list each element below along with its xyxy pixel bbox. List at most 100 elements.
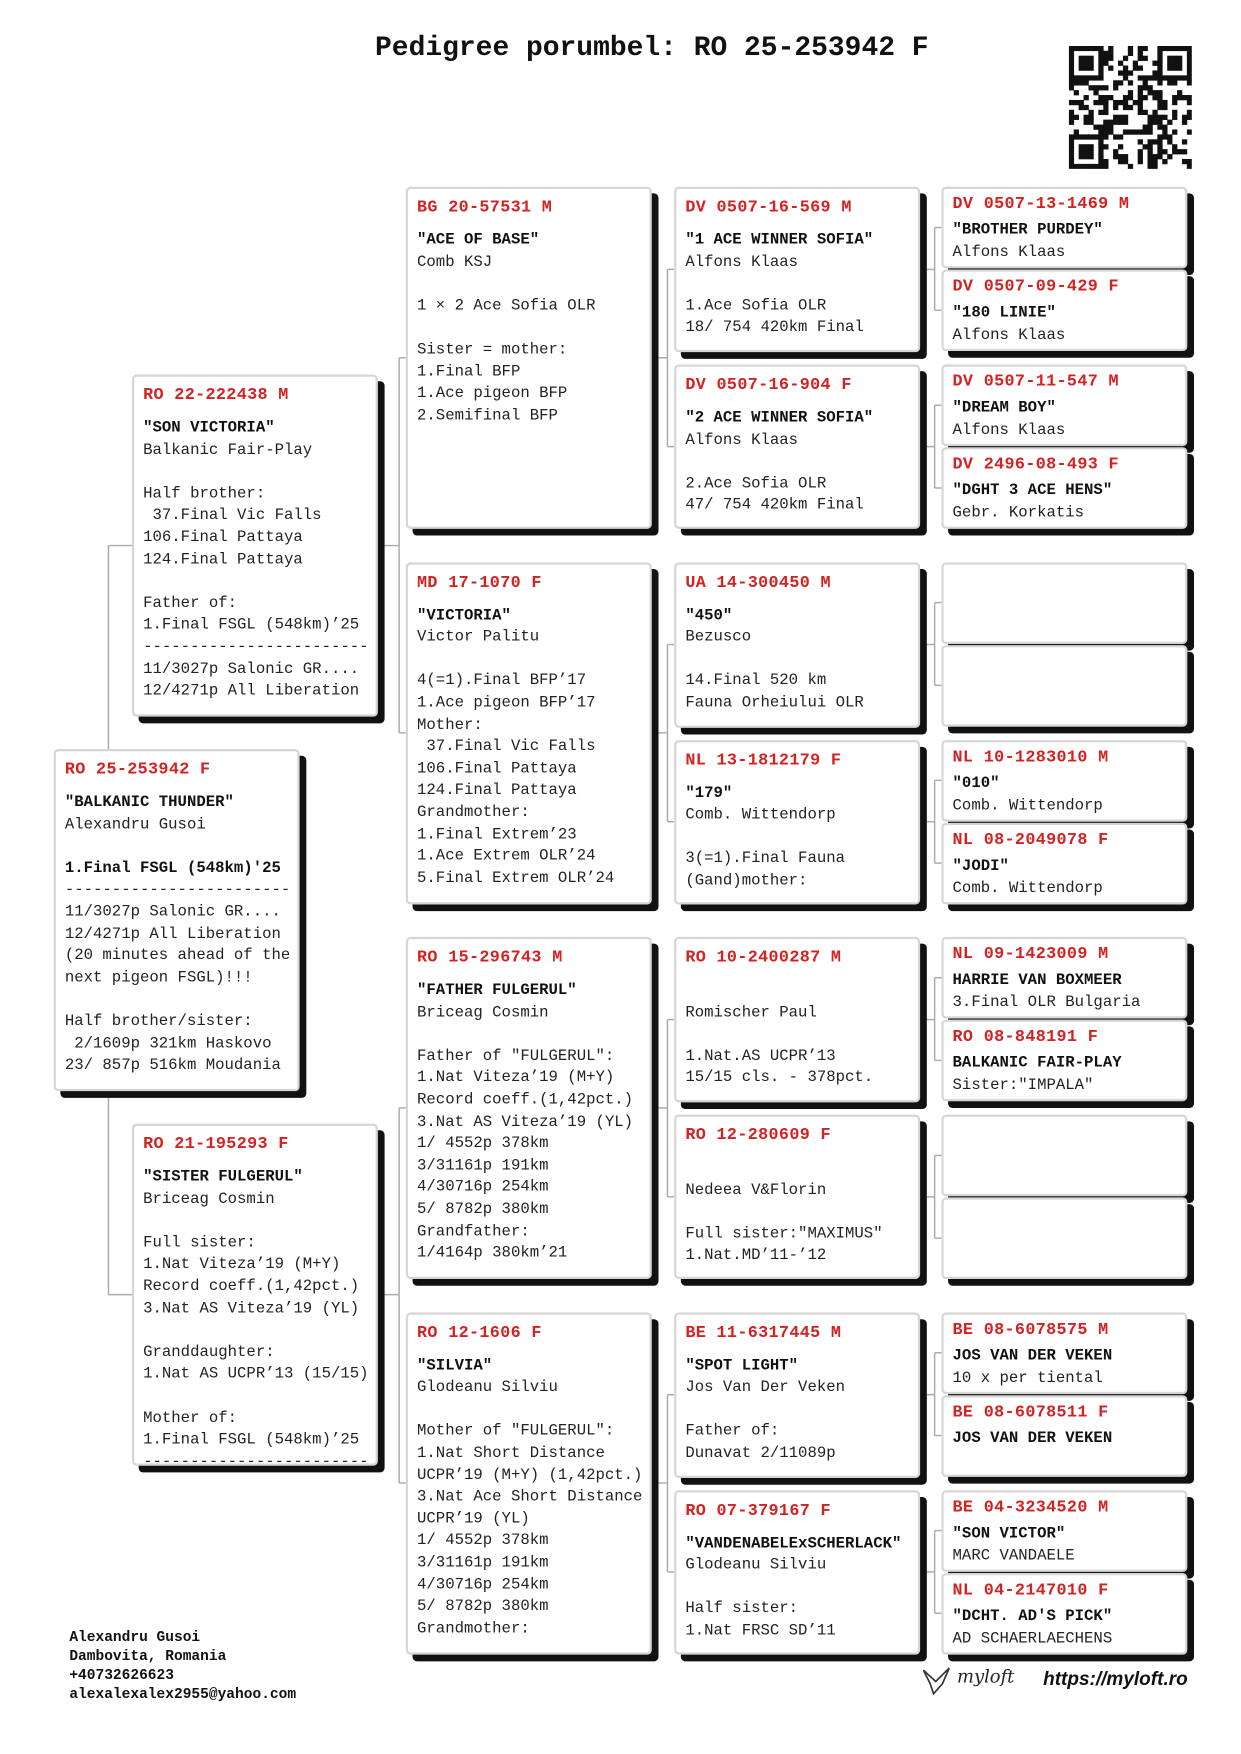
qr-module [1147,139,1153,145]
qr-module [1083,95,1089,101]
qr-module [1186,55,1192,61]
qr-module [1162,99,1168,106]
qr-module [1122,114,1129,120]
qr-module [1103,99,1109,106]
note-line: 1.Final Extrem’23 [417,825,577,844]
bird-logo [922,1667,950,1696]
qr-module [1177,55,1183,61]
qr-module [1142,75,1148,81]
qr-module [1083,80,1089,86]
qr-module [1152,154,1158,160]
pigeon-card: BE 11-6317445 M "SPOT LIGHT" Jos Van Der V… [674,1311,921,1478]
pigeon-card: RO 15-296743 M "FATHER FULGERUL" Briceag C… [405,936,652,1279]
footer-contact: Alexandru Gusoi Dambovita, Romania +4073… [69,1628,296,1704]
breeder-name: Bezusco [685,628,752,647]
qr-module [1068,55,1075,61]
qr-module [1137,95,1143,101]
note-line: 1.Nat.MD’11-’12 [685,1247,827,1265]
qr-module [1122,119,1129,125]
qr-module [1157,139,1163,145]
qr-module [1073,114,1079,120]
qr-module [1167,80,1173,86]
qr-module [1078,163,1084,169]
qr-module [1068,50,1075,57]
breeder-name: Victor Palitu [417,628,540,647]
ring-number: BE 11-6317445 M [685,1323,842,1343]
note-line: Granddaughter: [143,1343,275,1362]
ring-number: DV 0507-09-429 F [952,277,1119,297]
qr-module [1162,124,1168,130]
note-line: UCPR’19 (YL) [417,1510,530,1528]
qr-module [1132,65,1139,71]
qr-module [1186,70,1192,76]
pigeon-card: DV 0507-09-429 F "180 LINIE" Alfons Klaas [941,269,1188,352]
qr-module [1083,149,1089,155]
note-line: 106.Final Pattaya [143,528,303,547]
breeder-name: Jos Van Der Veken [685,1378,846,1397]
ring-number: NL 09-1423009 M [952,944,1109,964]
qr-module [1186,163,1192,169]
pigeon-card: MD 17-1070 F "VICTORIA" Victor Palitu 4(=1)… [405,561,652,904]
qr-module [1122,129,1129,135]
qr-module [1172,109,1178,116]
note-line: 1.Nat Viteza’19 (M+Y) [143,1255,341,1274]
qr-module [1142,109,1148,116]
qr-module [1088,154,1094,160]
pigeon-card: NL 08-2049078 F "JODI" Comb. Wittendorp [941,822,1188,904]
note-line: 37.Final Vic Falls [143,506,322,525]
qr-module [1068,114,1075,120]
brand-url: https://myloft.ro [1043,1668,1188,1690]
qr-module [1108,65,1114,71]
qr-module [1108,45,1114,52]
qr-module [1108,55,1114,61]
qr-module [1098,50,1104,57]
note-line: 5/ 8782p 380km [417,1200,549,1219]
qr-module [1172,144,1178,150]
note-line: 3/31161p 191km [417,1156,549,1175]
note-line: 106.Final Pattaya [417,759,577,778]
qr-module [1181,75,1188,81]
qr-module [1157,55,1163,61]
breeder-name: Comb. Wittendorp [952,796,1103,815]
qr-module [1152,139,1158,145]
ring-number: RO 21-195293 F [143,1134,289,1154]
qr-module [1118,154,1124,160]
qr-module [1103,109,1109,116]
pigeon-name: "SON VICTOR" [952,1524,1066,1543]
qr-module [1103,144,1109,150]
qr-module [1167,139,1173,145]
note-line: 1/ 4552p 378km [417,1134,549,1153]
note-line: 3.Nat Ace Short Distance [417,1488,643,1507]
qr-module [1147,129,1153,135]
breeder-name: Glodeanu Silviu [685,1556,827,1575]
qr-module [1083,60,1089,66]
qr-module [1142,85,1148,91]
qr-module [1098,70,1104,76]
qr-module [1137,75,1143,81]
pigeon-card: RO 22-222438 M "SON VICTORIA" Balkanic Fai… [131,374,378,717]
qr-module [1113,104,1119,111]
qr-module [1177,45,1183,52]
qr-module [1127,90,1134,96]
note-line: (20 minutes ahead of the [64,947,291,966]
qr-module [1068,70,1075,76]
note-line: 4(=1).Final BFP’17 [417,672,587,691]
qr-module [1118,114,1124,120]
ring-number: DV 0507-11-547 M [952,372,1119,392]
note-line: 1.Nat.AS UCPR’13 [685,1047,836,1066]
qr-module [1103,55,1109,61]
pigeon-name: "DREAM BOY" [952,399,1056,418]
qr-module [1137,45,1143,52]
qr-module [1157,45,1163,52]
qr-module [1167,154,1173,160]
qr-module [1068,45,1075,52]
breeder-name: Briceag Cosmin [417,1003,549,1022]
pigeon-name: "DGHT 3 ACE HENS" [952,481,1113,500]
qr-module [1073,75,1079,81]
qr-module [1088,60,1094,66]
qr-module [1083,114,1089,120]
qr-module [1093,124,1099,130]
qr-module [1127,104,1134,111]
qr-module [1088,114,1094,120]
